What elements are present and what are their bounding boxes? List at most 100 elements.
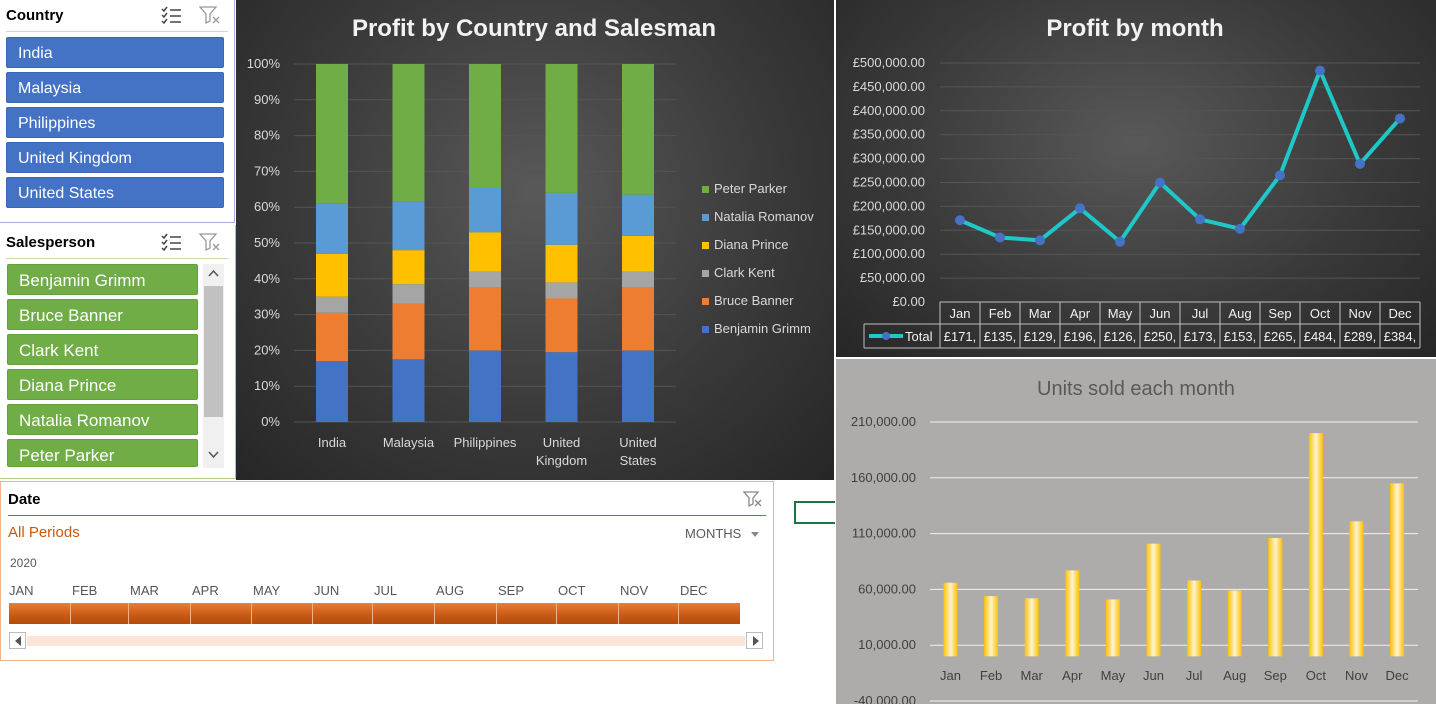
scrollbar-thumb[interactable] xyxy=(204,286,223,417)
month-label-aug: AUG xyxy=(436,583,465,598)
salesperson-item-clark-kent[interactable]: Clark Kent xyxy=(7,334,198,365)
table-month-label: Dec xyxy=(1388,306,1412,321)
month-label-jan: JAN xyxy=(9,583,34,598)
legend-swatch xyxy=(702,214,709,221)
bar xyxy=(1227,590,1242,657)
scroll-up-icon[interactable] xyxy=(208,269,219,277)
y-tick-label: 60,000.00 xyxy=(858,581,916,596)
y-tick-label: £250,000.00 xyxy=(853,175,925,190)
country-item-philippines[interactable]: Philippines xyxy=(6,107,224,138)
bar-segment xyxy=(392,303,425,360)
month-label-apr: APR xyxy=(192,583,219,598)
time-level-dropdown[interactable]: MONTHS xyxy=(685,526,759,541)
x-tick-label: Aug xyxy=(1223,668,1246,683)
data-point xyxy=(955,215,965,226)
x-tick-label: Apr xyxy=(1062,668,1083,683)
multi-select-icon[interactable] xyxy=(160,232,182,252)
bar xyxy=(1390,483,1405,657)
country-item-united-states[interactable]: United States xyxy=(6,177,224,208)
bar-segment xyxy=(545,64,578,193)
timeline-tick xyxy=(618,603,619,624)
y-tick-label: £300,000.00 xyxy=(853,151,925,166)
y-tick-label: £500,000.00 xyxy=(853,55,925,70)
scroll-left-button[interactable] xyxy=(9,632,26,649)
table-value: £196, xyxy=(1064,329,1097,344)
table-month-label: Jun xyxy=(1150,306,1171,321)
profit-by-country-chart[interactable]: Profit by Country and Salesman 0% 10% 20% 3… xyxy=(236,0,834,480)
bar-segment xyxy=(545,352,578,422)
clear-filter-icon[interactable] xyxy=(198,5,221,25)
salesperson-item-benjamin-grimm[interactable]: Benjamin Grimm xyxy=(7,264,198,295)
y-tick-label: -40,000.00 xyxy=(854,693,916,704)
legend-label: Diana Prince xyxy=(714,237,788,252)
x-tick-label: May xyxy=(1101,668,1126,683)
table-month-label: Oct xyxy=(1310,306,1331,321)
data-point xyxy=(995,232,1005,243)
salesperson-item-natalia-romanov[interactable]: Natalia Romanov xyxy=(7,404,198,435)
salesperson-item-bruce-banner[interactable]: Bruce Banner xyxy=(7,299,198,330)
legend-swatch xyxy=(702,298,709,305)
period-label: All Periods xyxy=(8,524,80,541)
y-tick-label: 30% xyxy=(254,307,280,322)
profit-by-month-chart[interactable]: Profit by month £0.00 £50,000.00 £100,000.… xyxy=(836,0,1436,357)
slicer-divider xyxy=(6,31,228,32)
data-point xyxy=(1235,223,1245,234)
legend-swatch xyxy=(702,186,709,193)
legend-label: Bruce Banner xyxy=(714,293,794,308)
y-tick-label: £450,000.00 xyxy=(853,79,925,94)
chart-title: Units sold each month xyxy=(1037,378,1235,400)
legend-swatch xyxy=(702,270,709,277)
y-tick-label: 10% xyxy=(254,378,280,393)
data-point xyxy=(1395,113,1405,124)
country-item-malaysia[interactable]: Malaysia xyxy=(6,72,224,103)
x-tick-label: Oct xyxy=(1306,668,1327,683)
bar-segment xyxy=(622,194,654,236)
bar-segment xyxy=(392,64,425,202)
bar xyxy=(1065,570,1080,657)
x-tick-label: Malaysia xyxy=(383,435,435,450)
data-point xyxy=(1275,170,1285,181)
table-month-label: Nov xyxy=(1348,306,1372,321)
y-tick-label: 70% xyxy=(254,163,280,178)
bar-segment xyxy=(469,271,501,288)
data-point xyxy=(1195,214,1205,225)
country-slicer: Country India Malaysia Philippines Unite… xyxy=(0,0,235,223)
bar-segment xyxy=(316,296,348,313)
y-tick-label: 0% xyxy=(261,414,280,429)
selected-cell[interactable] xyxy=(794,501,835,524)
x-tick-label: Jan xyxy=(940,668,961,683)
month-label-dec: DEC xyxy=(680,583,708,598)
units-sold-chart[interactable]: Units sold each month -40,000.00 10,000.0… xyxy=(836,359,1436,704)
bar xyxy=(984,596,999,657)
time-level-label: MONTHS xyxy=(685,526,742,541)
scroll-down-icon[interactable] xyxy=(208,451,219,459)
timeline-scrollbar[interactable] xyxy=(9,632,764,651)
legend-label: Natalia Romanov xyxy=(714,209,814,224)
scroll-right-icon xyxy=(753,636,759,646)
line-chart-svg: Profit by month £0.00 £50,000.00 £100,000.… xyxy=(853,15,1421,349)
scroll-right-button[interactable] xyxy=(746,632,763,649)
legend-swatch xyxy=(702,326,709,333)
multi-select-icon[interactable] xyxy=(160,5,182,25)
timeline-selection-bar[interactable] xyxy=(9,603,740,624)
country-item-united-kingdom[interactable]: United Kingdom xyxy=(6,142,224,173)
legend-label: Peter Parker xyxy=(714,181,788,196)
bar xyxy=(1024,598,1039,657)
bar-segment xyxy=(622,287,654,351)
x-tick-label: Kingdom xyxy=(536,453,587,468)
country-item-india[interactable]: India xyxy=(6,37,224,68)
bar-segment xyxy=(545,192,578,245)
x-tick-label: Sep xyxy=(1264,668,1287,683)
y-tick-label: 50% xyxy=(254,235,280,250)
salesperson-item-peter-parker[interactable]: Peter Parker xyxy=(7,439,198,467)
vertical-scrollbar[interactable] xyxy=(203,264,224,468)
scrollbar-track[interactable] xyxy=(27,636,745,646)
salesperson-item-diana-prince[interactable]: Diana Prince xyxy=(7,369,198,400)
scroll-left-icon xyxy=(15,636,21,646)
bar-segment xyxy=(469,287,501,351)
table-value: £153, xyxy=(1224,329,1257,344)
timeline-tick xyxy=(312,603,313,624)
clear-filter-icon[interactable] xyxy=(198,232,221,252)
table-month-label: Mar xyxy=(1029,306,1052,321)
clear-filter-icon[interactable] xyxy=(742,490,763,513)
